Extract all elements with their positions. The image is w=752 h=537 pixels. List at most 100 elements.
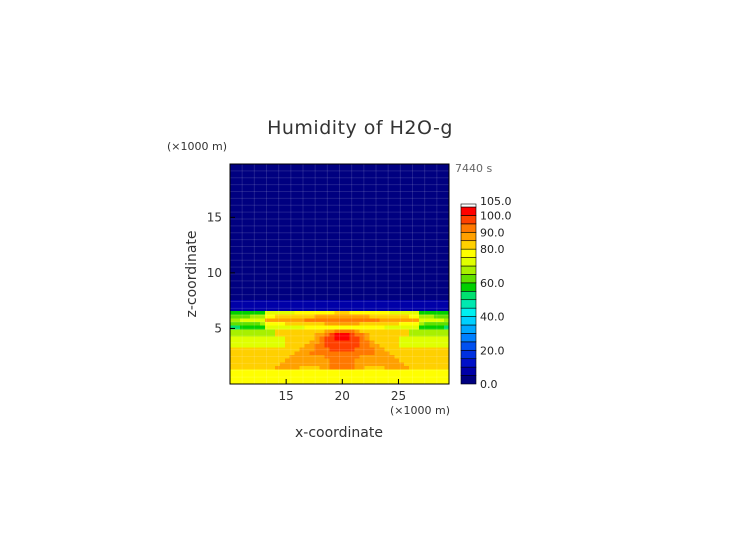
field-cell [324, 200, 330, 205]
field-cell [239, 277, 246, 282]
field-cell [344, 285, 350, 290]
field-cell [409, 281, 415, 286]
field-cell [289, 310, 296, 315]
field-cell [394, 288, 400, 293]
field-cell [319, 252, 325, 257]
field-cell [274, 376, 281, 381]
field-cell [369, 314, 375, 319]
field-cell [439, 248, 445, 253]
field-cell [409, 193, 415, 198]
field-cell [364, 197, 370, 202]
field-cell [264, 175, 271, 180]
field-cell [314, 373, 320, 378]
field-cell [404, 281, 410, 286]
field-cell [284, 362, 291, 367]
field-cell [409, 226, 415, 231]
field-cell [289, 171, 296, 176]
field-cell [379, 303, 385, 308]
field-cell [394, 222, 400, 227]
field-cell [414, 307, 420, 312]
field-cell [274, 219, 281, 224]
field-cell [384, 255, 390, 260]
field-cell [234, 178, 241, 183]
field-cell [374, 376, 380, 381]
field-cell [304, 219, 311, 224]
field-cell [384, 164, 390, 169]
field-cell [399, 380, 405, 385]
field-cell [389, 332, 395, 337]
field-cell [304, 233, 311, 238]
field-cell [279, 252, 286, 257]
field-cell [379, 365, 385, 370]
field-cell [284, 233, 291, 238]
field-cell [379, 285, 385, 290]
field-cell [379, 347, 385, 352]
field-cell [354, 197, 360, 202]
colorbar-segment [460, 349, 477, 360]
field-cell [299, 164, 306, 169]
field-cell [314, 343, 320, 348]
field-cell [299, 281, 306, 286]
field-cell [369, 329, 375, 334]
field-cell [414, 248, 420, 253]
field-cell [234, 343, 241, 348]
field-cell [424, 255, 430, 260]
field-cell [304, 197, 311, 202]
field-cell [444, 244, 450, 249]
field-cell [324, 340, 330, 345]
field-cell [424, 365, 430, 370]
field-cell [379, 340, 385, 345]
field-cell [349, 274, 355, 279]
field-cell [304, 193, 311, 198]
field-cell [419, 215, 425, 220]
field-cell [334, 347, 340, 352]
field-cell [309, 178, 316, 183]
field-cell [409, 175, 415, 180]
field-cell [264, 340, 271, 345]
field-cell [279, 248, 286, 253]
field-cell [359, 255, 365, 260]
field-cell [399, 200, 405, 205]
field-cell [444, 325, 450, 330]
field-cell [384, 252, 390, 257]
field-cell [254, 365, 261, 370]
field-cell [344, 274, 350, 279]
field-cell [404, 237, 410, 242]
field-cell [274, 354, 281, 359]
field-cell [294, 340, 301, 345]
field-cell [269, 248, 276, 253]
field-cell [339, 208, 345, 213]
field-cell [234, 175, 241, 180]
field-cell [424, 164, 430, 169]
field-cell [264, 222, 271, 227]
field-cell [444, 376, 450, 381]
field-cell [264, 263, 271, 268]
field-cell [444, 182, 450, 187]
field-cell [309, 211, 316, 216]
field-cell [389, 215, 395, 220]
field-cell [384, 182, 390, 187]
field-cell [344, 373, 350, 378]
field-cell [364, 351, 370, 356]
field-cell [409, 373, 415, 378]
field-cell [274, 266, 281, 271]
field-cell [374, 215, 380, 220]
field-cell [364, 178, 370, 183]
field-cell [244, 259, 251, 264]
field-cell [444, 263, 450, 268]
field-cell [389, 263, 395, 268]
field-cell [344, 233, 350, 238]
field-cell [344, 318, 350, 323]
field-cell [374, 226, 380, 231]
field-cell [284, 226, 291, 231]
field-cell [254, 219, 261, 224]
field-cell [369, 325, 375, 330]
field-cell [299, 332, 306, 337]
field-cell [304, 343, 311, 348]
field-cell [389, 193, 395, 198]
field-cell [269, 285, 276, 290]
field-cell [264, 230, 271, 235]
field-cell [239, 347, 246, 352]
field-cell [359, 244, 365, 249]
field-cell [369, 373, 375, 378]
